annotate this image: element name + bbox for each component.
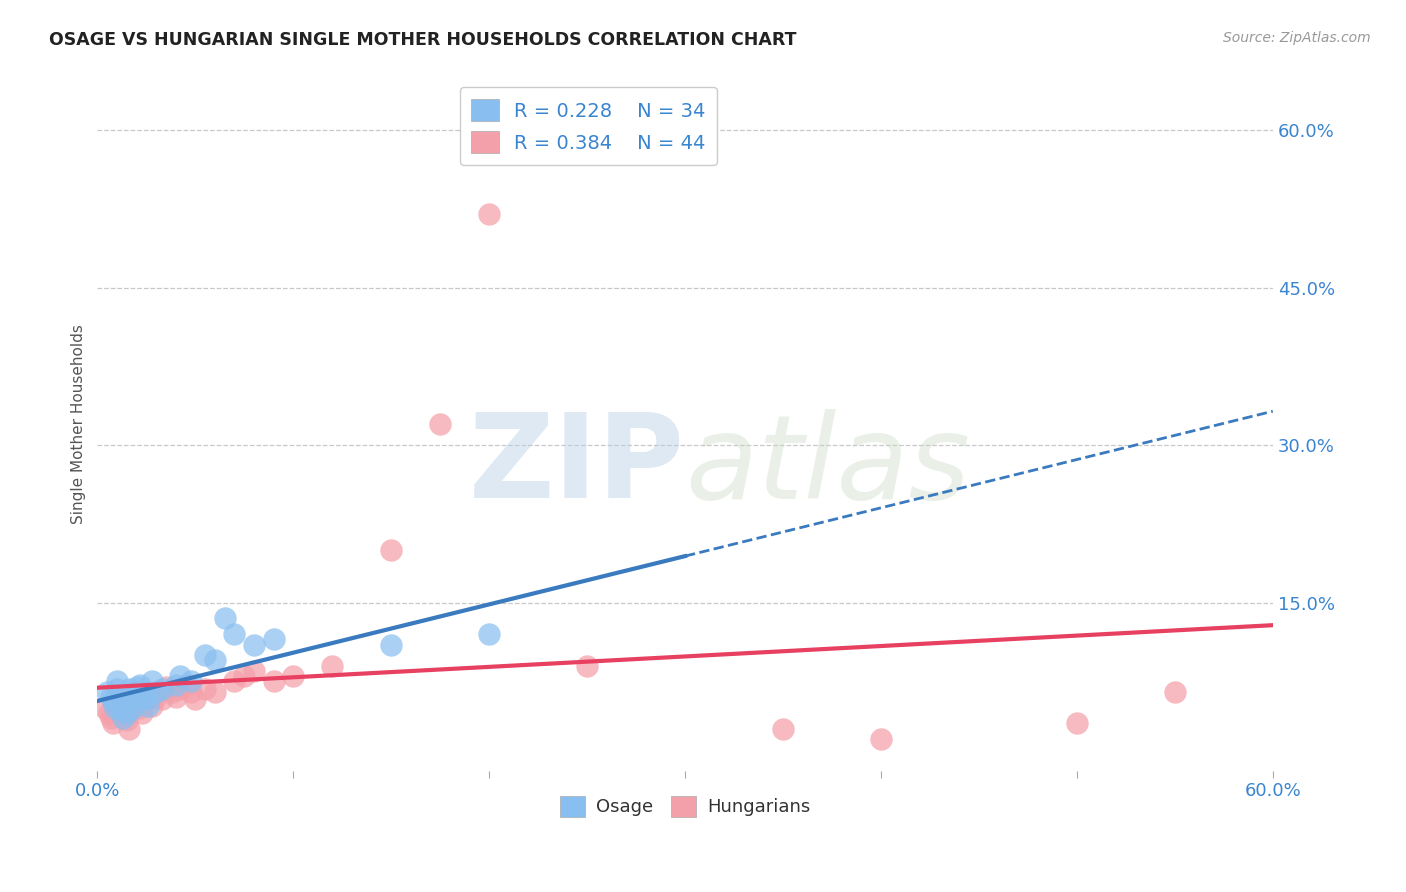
Point: [150, 681, 173, 696]
Text: ZIP: ZIP: [470, 409, 685, 524]
Point: [233, 669, 256, 683]
Point: [100, 711, 122, 725]
Point: [194, 648, 217, 662]
Point: [165, 690, 187, 705]
Text: atlas: atlas: [685, 409, 970, 523]
Point: [165, 677, 187, 691]
Point: [204, 685, 226, 699]
Point: [155, 680, 177, 694]
Point: [180, 674, 202, 689]
Point: [135, 685, 157, 699]
Point: [380, 543, 402, 558]
Point: [115, 706, 138, 720]
Point: [136, 692, 159, 706]
Point: [214, 611, 236, 625]
Point: [104, 700, 127, 714]
Point: [169, 681, 191, 696]
Point: [772, 722, 794, 736]
Legend: Osage, Hungarians: Osage, Hungarians: [553, 789, 818, 824]
Point: [136, 698, 159, 713]
Point: [118, 722, 141, 736]
Point: [263, 632, 285, 647]
Point: [224, 674, 246, 689]
Point: [124, 690, 146, 705]
Point: [160, 685, 183, 699]
Text: OSAGE VS HUNGARIAN SINGLE MOTHER HOUSEHOLDS CORRELATION CHART: OSAGE VS HUNGARIAN SINGLE MOTHER HOUSEHO…: [49, 31, 797, 49]
Point: [150, 692, 173, 706]
Point: [870, 732, 893, 747]
Point: [105, 681, 128, 696]
Point: [224, 627, 246, 641]
Point: [135, 692, 157, 706]
Point: [118, 681, 141, 696]
Point: [134, 690, 156, 705]
Point: [111, 711, 134, 725]
Point: [120, 695, 142, 709]
Point: [114, 709, 136, 723]
Point: [129, 677, 152, 691]
Point: [429, 417, 451, 431]
Point: [108, 695, 131, 709]
Point: [125, 695, 148, 709]
Point: [141, 698, 163, 713]
Point: [169, 669, 191, 683]
Point: [1066, 716, 1088, 731]
Point: [94, 700, 117, 714]
Point: [174, 677, 197, 691]
Point: [478, 627, 501, 641]
Point: [321, 658, 343, 673]
Point: [131, 706, 153, 720]
Point: [380, 638, 402, 652]
Point: [105, 674, 128, 689]
Point: [121, 688, 143, 702]
Point: [105, 690, 128, 705]
Point: [204, 653, 226, 667]
Point: [243, 638, 266, 652]
Point: [127, 685, 149, 699]
Point: [101, 716, 124, 731]
Point: [194, 681, 217, 696]
Point: [1164, 685, 1187, 699]
Point: [184, 692, 207, 706]
Point: [180, 685, 202, 699]
Point: [283, 669, 305, 683]
Point: [478, 207, 501, 221]
Point: [101, 695, 124, 709]
Point: [141, 674, 163, 689]
Point: [125, 680, 148, 694]
Point: [145, 690, 167, 705]
Point: [127, 690, 149, 705]
Point: [96, 685, 118, 699]
Text: Source: ZipAtlas.com: Source: ZipAtlas.com: [1223, 31, 1371, 45]
Point: [115, 713, 138, 727]
Point: [108, 692, 131, 706]
Point: [111, 703, 134, 717]
Point: [110, 703, 132, 717]
Point: [263, 674, 285, 689]
Point: [576, 658, 599, 673]
Point: [129, 700, 152, 714]
Point: [121, 700, 143, 714]
Y-axis label: Single Mother Households: Single Mother Households: [72, 324, 86, 524]
Point: [124, 692, 146, 706]
Point: [145, 685, 167, 699]
Point: [100, 690, 122, 705]
Point: [243, 664, 266, 678]
Point: [98, 706, 121, 720]
